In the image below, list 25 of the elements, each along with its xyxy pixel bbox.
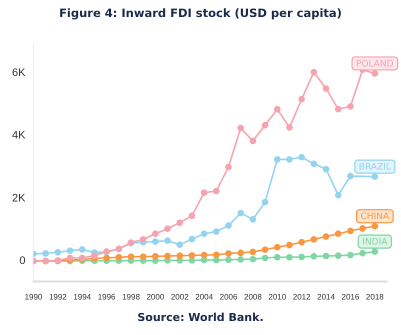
x-tick-label: 2012 bbox=[292, 292, 312, 302]
x-tick-label: 2008 bbox=[244, 292, 262, 302]
chart-title: Figure 4: Inward FDI stock (USD per capita) bbox=[58, 6, 343, 20]
y-tick-label: 6K bbox=[12, 66, 26, 79]
x-tick-label: 2004 bbox=[195, 292, 214, 302]
y-tick-label: 0 bbox=[19, 255, 26, 268]
series-label: BRAZIL bbox=[358, 162, 391, 172]
x-tick-label: 1998 bbox=[122, 292, 140, 302]
x-tick-label: 1996 bbox=[98, 292, 116, 302]
x-tick-label: 2002 bbox=[170, 292, 190, 302]
x-tick-label: 2010 bbox=[268, 292, 287, 302]
x-tick-label: 2018 bbox=[366, 292, 384, 302]
series-label: POLAND bbox=[356, 59, 394, 70]
x-tick-label: 2016 bbox=[342, 292, 360, 302]
series-label: CHINA bbox=[360, 212, 390, 222]
y-tick-label: 4K bbox=[12, 130, 26, 142]
x-tick-label: 1990 bbox=[24, 292, 43, 302]
source-note: Source: World Bank. bbox=[136, 311, 265, 324]
y-tick-label: 2K bbox=[12, 192, 26, 204]
series-label: INDIA bbox=[362, 237, 388, 248]
x-tick-label: 2000 bbox=[146, 292, 165, 302]
x-tick-label: 1994 bbox=[73, 292, 92, 302]
x-tick-label: 2014 bbox=[317, 292, 336, 302]
x-tick-label: 1992 bbox=[48, 292, 68, 302]
x-tick-label: 2006 bbox=[220, 292, 238, 302]
